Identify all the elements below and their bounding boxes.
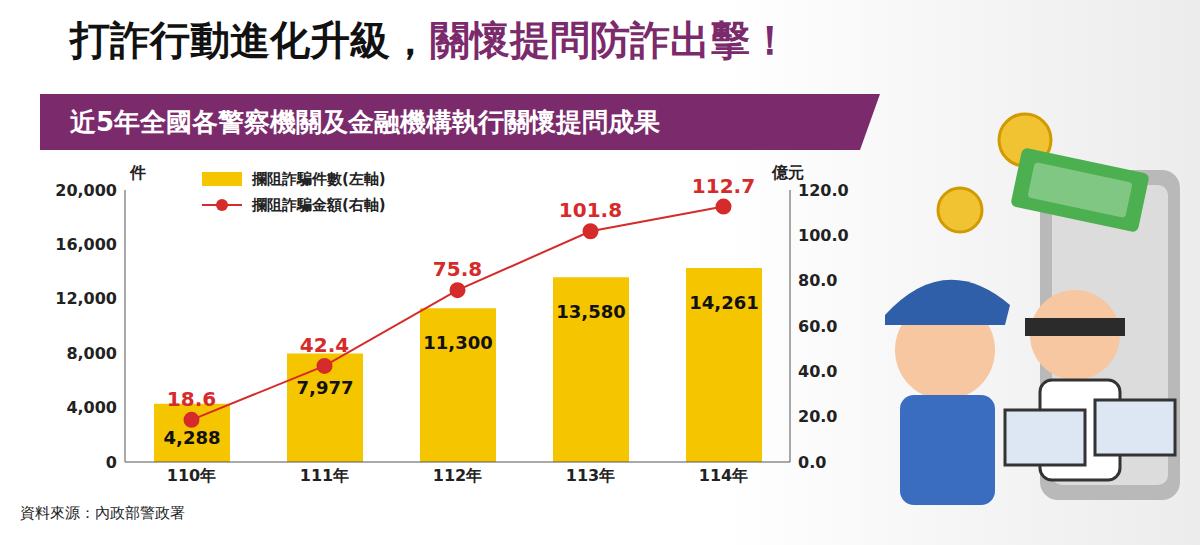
svg-text:111年: 111年 [300,466,349,485]
svg-text:13,580: 13,580 [556,301,625,322]
svg-text:11,300: 11,300 [423,332,492,353]
svg-text:60.0: 60.0 [798,317,837,336]
html-text:攔阻詐騙金額(右軸): 攔阻詐騙金額(右軸) [252,195,386,214]
svg-text:40.0: 40.0 [798,362,837,381]
html-text:億元: 億元 [772,163,804,182]
html-text:打詐行動進化升級，關懷提問防詐出擊！: 打詐行動進化升級，關懷提問防詐出擊！ [70,17,790,63]
svg-text:8,000: 8,000 [66,344,117,363]
svg-text:18.6: 18.6 [167,387,216,411]
svg-text:114年: 114年 [699,466,748,485]
svg-text:16,000: 16,000 [55,235,117,254]
html-text:近5年全國各警察機關及金融機構執行關懷提問成果: 近5年全國各警察機關及金融機構執行關懷提問成果 [70,107,661,137]
svg-text:101.8: 101.8 [559,198,622,222]
svg-text:100.0: 100.0 [798,226,849,245]
svg-text:42.4: 42.4 [300,333,349,357]
svg-text:0: 0 [106,453,117,472]
svg-text:7,977: 7,977 [297,377,354,398]
svg-text:112.7: 112.7 [692,174,755,198]
svg-text:4,000: 4,000 [66,398,117,417]
svg-text:120.0: 120.0 [798,181,849,200]
svg-text:14,261: 14,261 [689,292,758,313]
svg-text:4,288: 4,288 [164,427,221,448]
html-text:攔阻詐騙件數(左軸): 攔阻詐騙件數(左軸) [252,169,386,188]
html-text:件: 件 [130,163,146,182]
svg-text:113年: 113年 [566,466,615,485]
html-text:資料來源：內政部警政署: 資料來源：內政部警政署 [20,504,185,522]
svg-text:20.0: 20.0 [798,407,837,426]
svg-text:20,000: 20,000 [55,181,117,200]
svg-text:112年: 112年 [433,466,482,485]
svg-text:75.8: 75.8 [433,257,482,281]
svg-text:12,000: 12,000 [55,289,117,308]
svg-text:110年: 110年 [167,466,216,485]
svg-text:80.0: 80.0 [798,271,837,290]
svg-text:0.0: 0.0 [798,453,826,472]
